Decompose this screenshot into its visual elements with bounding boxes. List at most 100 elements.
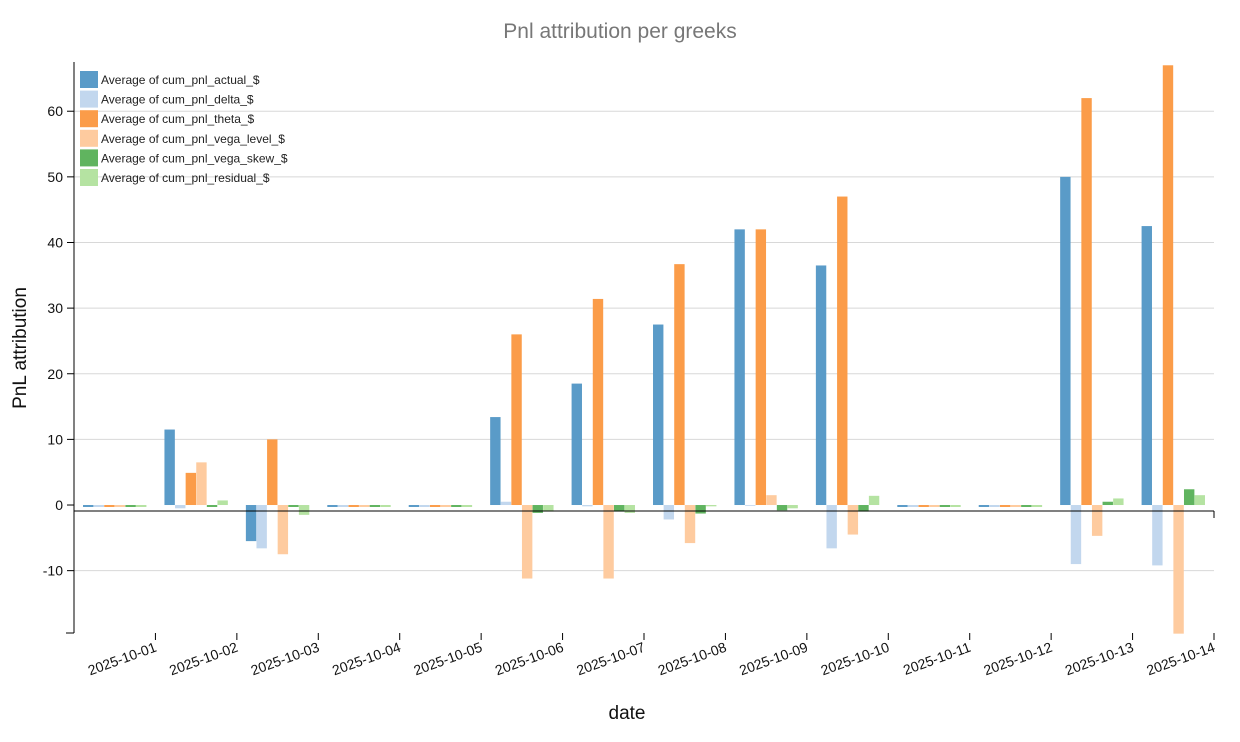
bar-5-2025-10-11 bbox=[939, 505, 951, 507]
bar-6-2025-10-08 bbox=[706, 505, 717, 507]
y-ticks: -10 0 10 20 30 40 50 60 bbox=[43, 103, 74, 579]
bar-5-2025-10-13 bbox=[1102, 501, 1113, 506]
chart-title: Pnl attribution per greeks bbox=[503, 20, 736, 43]
legend: Average of cum_pnl_actual_$ Average of cu… bbox=[80, 71, 288, 186]
bar-2-2025-10-07 bbox=[582, 505, 593, 507]
x-tick-label: 2025-10-02 bbox=[167, 639, 240, 679]
bar-6-2025-10-13 bbox=[1113, 498, 1124, 506]
bar-6-2025-10-06 bbox=[543, 505, 554, 512]
bar-3-2025-10-14 bbox=[1162, 65, 1174, 506]
bar-4-2025-10-01 bbox=[114, 505, 126, 507]
x-tick-label: 2025-10-14 bbox=[1144, 639, 1217, 679]
bar-1-2025-10-12 bbox=[978, 505, 990, 507]
bar-5-2025-10-12 bbox=[1021, 505, 1032, 507]
y-tick-label: -10 bbox=[43, 563, 63, 579]
x-tick-label: 2025-10-09 bbox=[737, 639, 810, 679]
bar-3-2025-10-08 bbox=[674, 264, 685, 506]
bar-2-2025-10-06 bbox=[500, 501, 512, 506]
bar-6-2025-10-05 bbox=[461, 505, 473, 507]
bar-4-2025-10-05 bbox=[440, 505, 451, 507]
bar-3-2025-10-12 bbox=[999, 505, 1011, 507]
bar-3-2025-10-11 bbox=[918, 505, 929, 507]
bar-5-2025-10-05 bbox=[451, 505, 462, 507]
bar-6-2025-10-07 bbox=[624, 505, 635, 513]
bar-5-2025-10-04 bbox=[369, 505, 381, 507]
x-tick-label: 2025-10-11 bbox=[901, 639, 973, 678]
bar-5-2025-10-03 bbox=[288, 505, 299, 507]
y-tick-label: 30 bbox=[47, 300, 63, 316]
bars bbox=[83, 65, 1205, 634]
bar-1-2025-10-02 bbox=[164, 429, 175, 506]
x-tick-label: 2025-10-12 bbox=[981, 639, 1054, 679]
bar-4-2025-10-12 bbox=[1010, 505, 1021, 507]
x-tick-label: 2025-10-08 bbox=[656, 639, 729, 679]
bar-3-2025-10-13 bbox=[1081, 98, 1092, 506]
y-axis-label: PnL attribution bbox=[10, 287, 31, 409]
legend-swatch bbox=[80, 71, 98, 88]
legend-swatch bbox=[80, 149, 98, 167]
y-tick-label: 20 bbox=[47, 366, 63, 382]
bar-3-2025-10-10 bbox=[837, 196, 848, 506]
bar-1-2025-10-04 bbox=[327, 505, 338, 507]
bar-5-2025-10-10 bbox=[858, 505, 869, 512]
y-tick-label: 50 bbox=[47, 169, 63, 185]
bar-6-2025-10-10 bbox=[868, 495, 880, 506]
bar-5-2025-10-01 bbox=[125, 505, 136, 507]
bar-3-2025-10-03 bbox=[267, 439, 278, 506]
bar-1-2025-10-07 bbox=[571, 383, 582, 506]
legend-swatch bbox=[80, 129, 98, 147]
bar-2-2025-10-02 bbox=[175, 505, 186, 509]
legend-label: Average of cum_pnl_theta_$ bbox=[101, 112, 255, 126]
y-tick-label: 0 bbox=[55, 497, 63, 513]
bar-2-2025-10-10 bbox=[826, 505, 837, 549]
legend-swatch bbox=[80, 110, 98, 128]
legend-label: Average of cum_pnl_vega_skew_$ bbox=[101, 151, 288, 165]
bar-5-2025-10-02 bbox=[206, 505, 218, 507]
bar-3-2025-10-09 bbox=[755, 229, 767, 506]
bar-6-2025-10-11 bbox=[950, 505, 961, 507]
x-tick-label: 2025-10-05 bbox=[411, 639, 484, 679]
x-tick-label: 2025-10-13 bbox=[1063, 639, 1136, 679]
bar-4-2025-10-09 bbox=[766, 495, 777, 506]
bar-2-2025-10-04 bbox=[337, 505, 349, 507]
bar-4-2025-10-13 bbox=[1091, 505, 1103, 536]
bar-4-2025-10-14 bbox=[1173, 505, 1184, 634]
bar-2-2025-10-11 bbox=[907, 505, 919, 507]
legend-label: Average of cum_pnl_residual_$ bbox=[101, 171, 270, 185]
bar-5-2025-10-14 bbox=[1183, 489, 1195, 506]
x-tick-label: 2025-10-06 bbox=[493, 639, 566, 679]
legend-swatch bbox=[80, 90, 98, 108]
bar-2-2025-10-05 bbox=[419, 505, 430, 507]
bar-3-2025-10-06 bbox=[511, 334, 522, 506]
bar-4-2025-10-06 bbox=[521, 505, 533, 579]
legend-label: Average of cum_pnl_actual_$ bbox=[101, 73, 260, 87]
bar-2-2025-10-08 bbox=[663, 505, 675, 520]
bar-2-2025-10-03 bbox=[256, 505, 267, 549]
x-tick-label: 2025-10-07 bbox=[574, 639, 647, 679]
bar-4-2025-10-10 bbox=[847, 505, 859, 535]
legend-swatch bbox=[80, 169, 98, 186]
bar-1-2025-10-06 bbox=[490, 417, 501, 506]
y-tick-label: 40 bbox=[47, 234, 63, 250]
bar-1-2025-10-03 bbox=[245, 505, 257, 542]
bar-4-2025-10-03 bbox=[277, 505, 289, 555]
bar-1-2025-10-14 bbox=[1141, 226, 1152, 506]
x-axis-label: date bbox=[609, 703, 646, 724]
bar-6-2025-10-14 bbox=[1194, 495, 1205, 506]
bar-1-2025-10-08 bbox=[653, 324, 664, 506]
bar-4-2025-10-07 bbox=[603, 505, 614, 579]
bar-6-2025-10-12 bbox=[1031, 505, 1043, 507]
y-tick-label: 10 bbox=[47, 431, 63, 447]
bar-5-2025-10-06 bbox=[532, 505, 543, 513]
bar-5-2025-10-07 bbox=[613, 505, 625, 512]
bar-3-2025-10-07 bbox=[592, 298, 604, 506]
bar-3-2025-10-01 bbox=[104, 505, 115, 507]
x-tick-label: 2025-10-03 bbox=[249, 639, 322, 679]
bar-6-2025-10-01 bbox=[136, 505, 147, 507]
x-tick-label: 2025-10-04 bbox=[330, 639, 403, 679]
bar-1-2025-10-05 bbox=[408, 505, 420, 507]
bar-1-2025-10-01 bbox=[83, 505, 94, 507]
bar-3-2025-10-04 bbox=[348, 505, 359, 507]
